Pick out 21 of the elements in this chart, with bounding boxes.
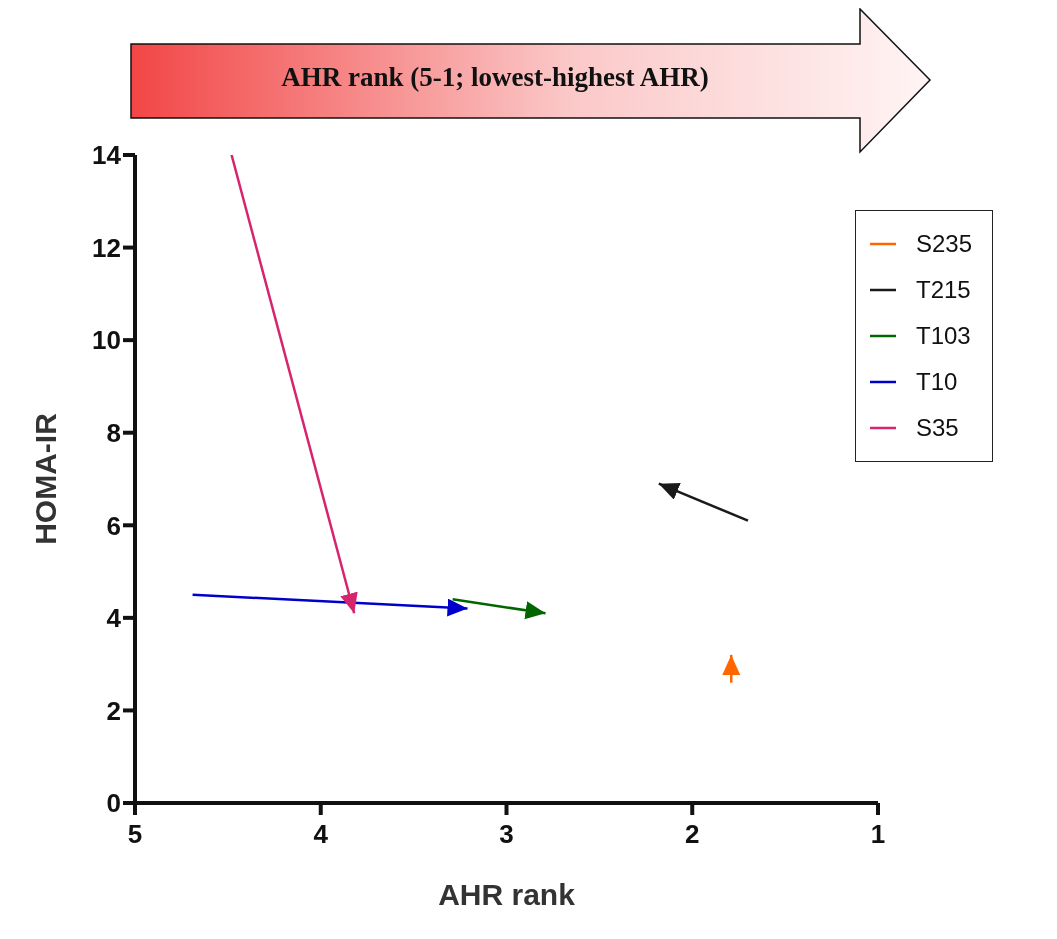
legend-label: T215 — [916, 276, 971, 304]
y-tick-label: 0 — [106, 788, 121, 819]
legend-label: T10 — [916, 368, 958, 396]
y-tick-label: 4 — [106, 603, 122, 634]
y-tick-label: 14 — [92, 140, 122, 171]
legend-label: S35 — [916, 414, 959, 442]
x-tick-label: 4 — [313, 819, 329, 850]
x-tick-label: 3 — [499, 819, 514, 850]
legend-label: S235 — [916, 230, 973, 258]
y-tick-label: 2 — [106, 695, 121, 726]
legend-label: T103 — [916, 322, 971, 350]
x-tick-label: 5 — [127, 819, 143, 850]
x-tick-label: 2 — [685, 819, 700, 850]
x-axis-title: AHR rank — [438, 878, 576, 911]
text: AHR rank (5-1; lowest-highest AHR) — [280, 62, 710, 93]
y-axis-title: HOMA-IR — [28, 412, 62, 545]
y-tick-label: 10 — [92, 325, 121, 356]
y-tick-label: 6 — [106, 510, 121, 541]
y-tick-label: 8 — [106, 417, 121, 448]
x-tick-label: 1 — [870, 819, 886, 850]
y-tick-label: 12 — [92, 232, 121, 263]
